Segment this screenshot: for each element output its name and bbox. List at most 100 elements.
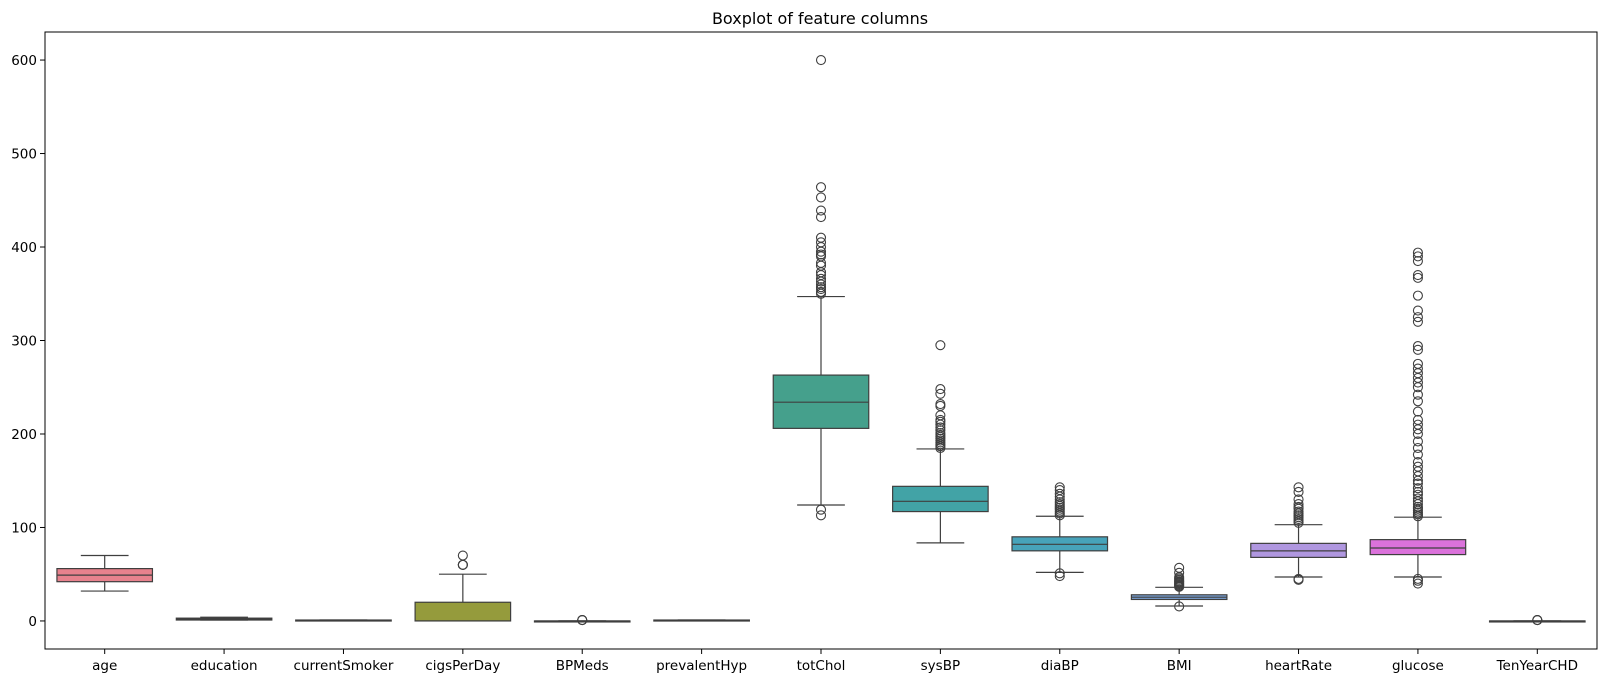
outlier-point [815,257,827,268]
axes-frame [44,31,1598,650]
outlier-point [1054,497,1065,508]
outlier-point [935,388,946,399]
outlier-point [1054,482,1065,493]
outlier-point [815,205,827,216]
outlier-point [1412,456,1423,468]
outlier-point [1412,272,1423,283]
outlier-point [1412,305,1423,316]
outlier-point [1412,341,1423,352]
box-group-heartRate: heartRate [1250,482,1347,674]
box [414,601,512,622]
x-tick-label: heartRate [1265,658,1332,674]
y-tick-label: 400 [11,240,37,256]
outlier-point [1054,485,1065,496]
outlier-point [1412,251,1423,262]
outlier-point [815,273,827,284]
outlier-point [935,340,946,351]
outlier-point [815,286,827,297]
outlier-point [1412,419,1423,430]
outlier-point [815,282,827,293]
outlier-point [1054,571,1065,582]
box-group-sysBP: sysBP [892,340,989,674]
outlier-point [1412,406,1423,417]
outlier-point [1412,290,1423,301]
outlier-point [1532,614,1543,626]
outlier-point [935,427,946,439]
outlier-point [815,182,827,193]
outlier-point [1412,449,1423,460]
box-group-BPMeds: BPMeds [533,614,631,674]
plot-area: 0 100 200 300 400 500 600 age education currentSm… [11,53,1586,674]
outlier-point [1293,482,1304,493]
outlier-point [1293,573,1304,584]
outlier-point [1412,501,1423,512]
outlier-point [1412,316,1423,327]
x-tick-label: BMI [1167,658,1192,674]
outlier-point [1412,247,1423,258]
outlier-point [1412,478,1423,489]
outlier-point [935,414,946,426]
y-tick-label: 100 [11,520,37,536]
outlier-point [1293,506,1304,517]
x-tick-label: prevalentHyp [656,658,747,674]
outlier-point [815,510,827,521]
outlier-point [1293,494,1304,505]
outlier-point [1412,363,1423,374]
outlier-point [1412,358,1423,369]
x-tick-label: totChol [797,658,846,674]
outlier-point [935,399,946,410]
y-tick-label: 500 [11,147,37,163]
outlier-point [815,54,827,66]
box-group-cigsPerDay: cigsPerDay [414,550,512,674]
y-tick-label: 600 [11,53,37,69]
box-group-age: age [56,554,154,674]
x-tick-label: cigsPerDay [425,658,500,674]
outlier-point [935,422,946,433]
box-group-education: education [175,616,273,674]
x-tick-label: education [191,658,258,674]
outlier-point [815,192,827,203]
outlier-point [1174,562,1185,573]
x-tick-label: currentSmoker [294,658,394,674]
y-tick-label: 200 [11,427,37,443]
outlier-point [577,614,588,626]
outlier-point [1412,414,1423,426]
y-tick-label: 0 [28,614,37,630]
outlier-point [1054,488,1065,499]
outlier-point [1293,486,1304,497]
box-group-TenYearCHD: TenYearCHD [1488,614,1586,674]
y-tick-label: 300 [11,334,37,350]
outlier-point [1412,493,1423,504]
outlier-point [815,212,827,223]
outlier-point [815,232,827,243]
outlier-point [1412,344,1423,355]
outlier-point [1412,578,1423,589]
box-group-BMI: BMI [1130,562,1228,674]
box-group-prevalentHyp: prevalentHyp [653,619,750,674]
x-tick-label: glucose [1392,658,1444,674]
box-group-currentSmoker: currentSmoker [294,619,394,674]
x-tick-label: sysBP [921,658,960,674]
outlier-point [1412,486,1423,497]
outlier-point [1412,436,1423,447]
outlier-point [1174,567,1185,578]
outlier-point [935,384,946,395]
box-group-totChol: totChol [772,54,870,674]
outlier-point [815,504,827,515]
outlier-point [815,249,827,260]
outlier-point [1054,568,1065,579]
outlier-point [935,425,946,436]
chart-title: Boxplot of feature columns [712,9,928,28]
outlier-point [1412,442,1423,454]
outlier-point [815,237,827,248]
outlier-point [1412,489,1423,500]
outlier-point [1293,501,1304,512]
outlier-point [1412,396,1423,407]
box [892,485,989,513]
x-tick-label: diaBP [1041,658,1079,674]
box [1369,539,1467,556]
x-tick-label: TenYearCHD [1496,658,1578,674]
box-group-diaBP: diaBP [1011,482,1109,674]
x-tick-label: BPMeds [556,658,609,674]
